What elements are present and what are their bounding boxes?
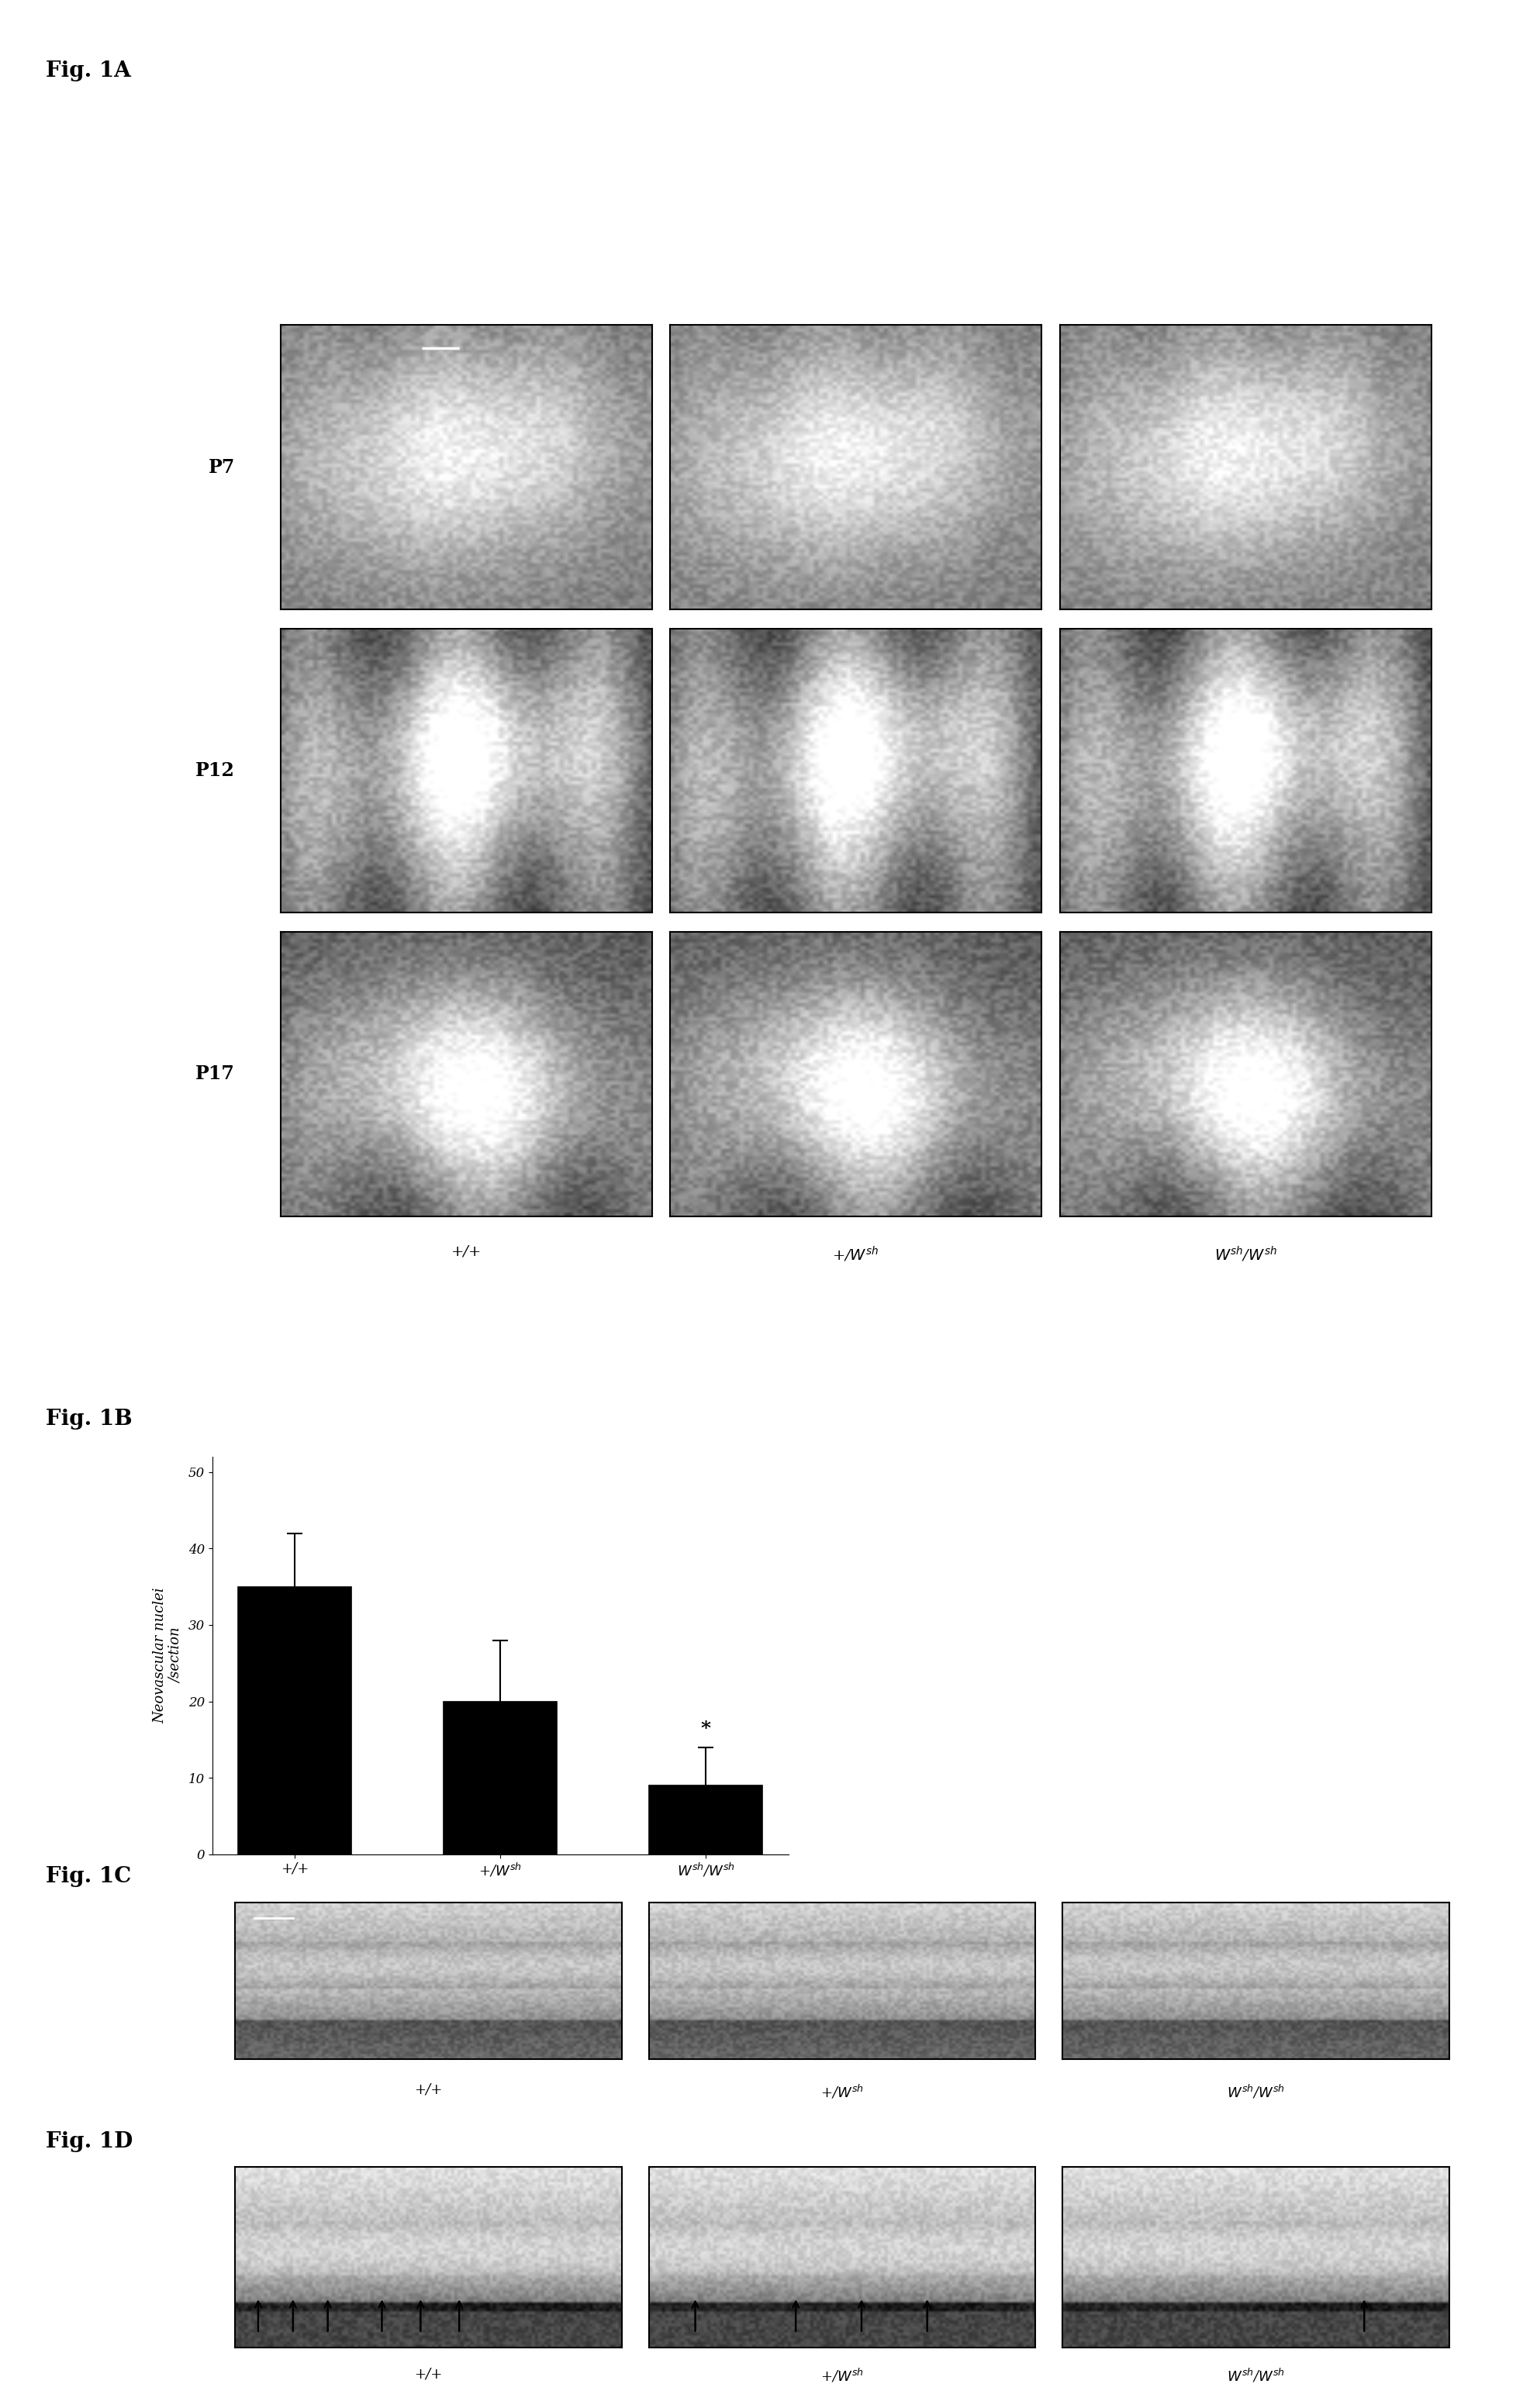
Text: P12: P12 <box>196 761 235 780</box>
Text: Fig. 1C: Fig. 1C <box>45 1866 130 1888</box>
Text: +/$W^{sh}$: +/$W^{sh}$ <box>820 2367 864 2384</box>
Text: P7: P7 <box>208 458 235 477</box>
Bar <box>444 1702 556 1854</box>
Text: *: * <box>700 1719 711 1739</box>
Text: +/$W^{sh}$: +/$W^{sh}$ <box>832 1245 879 1264</box>
Text: +/+: +/+ <box>414 2083 443 2097</box>
Bar <box>649 1784 763 1854</box>
Text: +/+: +/+ <box>414 2367 443 2382</box>
Text: Fig. 1A: Fig. 1A <box>45 60 130 82</box>
Text: +/$W^{sh}$: +/$W^{sh}$ <box>820 2083 864 2100</box>
Bar <box>238 1587 352 1854</box>
Text: $W^{sh}$/$W^{sh}$: $W^{sh}$/$W^{sh}$ <box>1226 2367 1286 2384</box>
Text: P17: P17 <box>196 1064 235 1084</box>
Y-axis label: Neovascular nuclei
/section: Neovascular nuclei /section <box>153 1587 183 1724</box>
Text: Fig. 1D: Fig. 1D <box>45 2131 132 2153</box>
Text: Fig. 1B: Fig. 1B <box>45 1409 132 1430</box>
Text: +/+: +/+ <box>450 1245 482 1259</box>
Text: $W^{sh}$/$W^{sh}$: $W^{sh}$/$W^{sh}$ <box>1226 2083 1286 2100</box>
Text: $W^{sh}$/$W^{sh}$: $W^{sh}$/$W^{sh}$ <box>1214 1245 1276 1264</box>
